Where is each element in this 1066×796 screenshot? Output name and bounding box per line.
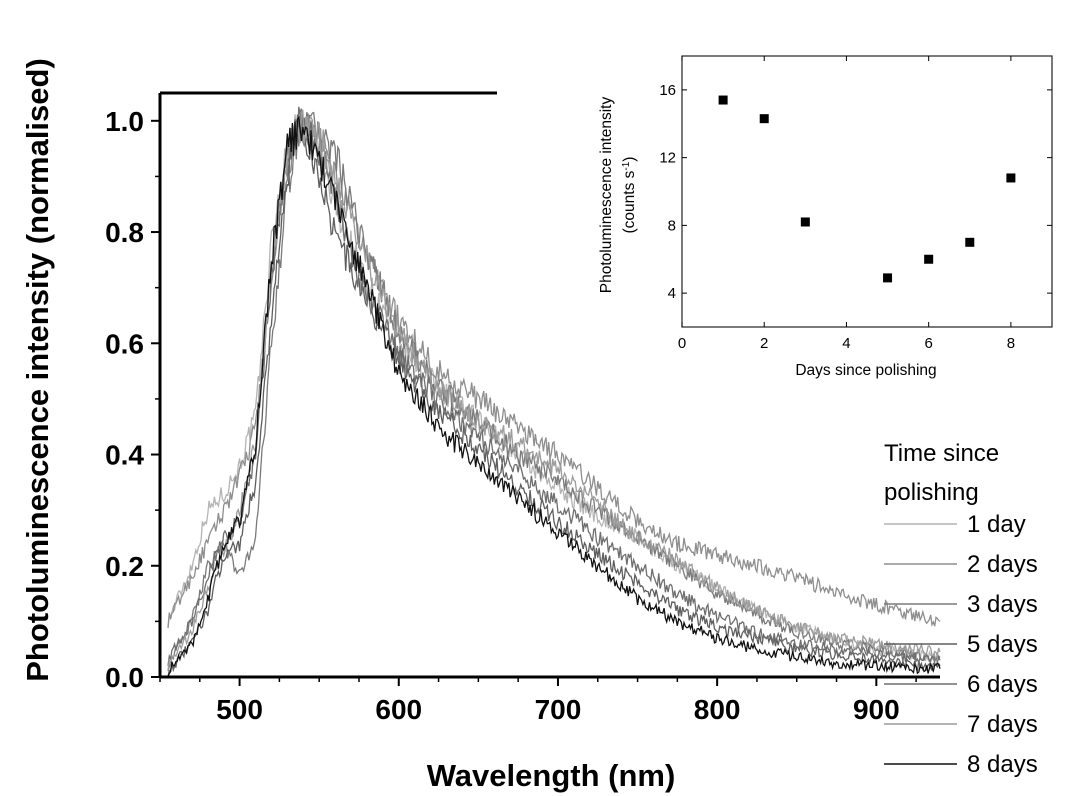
inset-y-axis-title-line-2: (counts s-1) [621,157,639,234]
main-x-tick-label: 900 [853,694,900,725]
main-x-tick-label: 800 [694,694,741,725]
inset-data-point [1006,173,1016,183]
inset-data-point [883,273,893,283]
inset-y-tick-label: 16 [659,82,676,99]
legend-label: 5 days [967,631,1038,658]
main-x-tick-label: 700 [535,694,582,725]
inset-plot-border [681,55,1053,328]
inset-y-tick-label: 8 [668,217,676,234]
inset-chart: 0 2 4 6 8 4 8 12 16 Days since polishing Photolu… [598,55,1053,379]
legend-title-line-2: polishing [884,479,979,506]
main-y-axis-title: Photoluminescence intensity (normalised) [20,58,55,682]
legend-label: 8 days [967,751,1038,778]
main-y-tick-label: 0.2 [105,551,144,582]
main-x-tick-label: 600 [375,694,422,725]
inset-x-tick-label: 2 [760,335,768,352]
inset-axis-ticks: 0 2 4 6 8 4 8 12 16 [659,56,1052,352]
inset-data-point [965,237,975,247]
inset-plot-frame [681,55,1053,328]
series-line-7-days [167,109,941,672]
inset-x-tick-label: 0 [678,335,686,352]
main-y-tick-label: 1.0 [105,106,144,137]
legend-label: 1 day [967,511,1026,538]
legend-items: 1 day 2 days 3 days 5 days 6 days 7 days 8 day… [884,511,1038,778]
legend-label: 7 days [967,711,1038,738]
legend-label: 6 days [967,671,1038,698]
main-y-tick-label: 0.0 [105,662,144,693]
inset-data-point [718,95,728,105]
legend-label: 3 days [967,591,1038,618]
inset-data-point [800,217,810,227]
series-line-6-days [167,106,941,667]
series-line-2-days [167,113,941,628]
inset-x-tick-label: 4 [842,335,850,352]
inset-data-point [759,114,769,124]
main-chart: 500 600 700 800 900 0.0 0.2 0.4 0.6 0.8 1.0 Wavele… [20,58,941,793]
legend-title-line-1: Time since [884,440,999,467]
inset-y-tick-label: 12 [659,150,676,167]
main-plot-frame [158,91,940,679]
main-y-tick-label: 0.8 [105,217,144,248]
inset-y-tick-label: 4 [668,285,676,302]
main-y-tick-label: 0.4 [105,440,144,471]
main-x-axis-title: Wavelength (nm) [427,758,676,793]
main-series-group [167,106,941,677]
series-line-8-days [167,115,941,677]
inset-x-tick-label: 8 [1007,335,1015,352]
series-line-3-days [167,108,941,672]
inset-data-point [924,254,934,264]
inset-y-axis-title-line-1: Photoluminescence intensity [598,97,615,294]
inset-x-tick-label: 6 [924,335,932,352]
inset-x-axis-title: Days since polishing [795,362,936,379]
legend: Time since polishing 1 day 2 days 3 days 5 … [884,440,1038,778]
inset-points [718,95,1016,283]
main-x-tick-label: 500 [216,694,263,725]
main-y-tick-label: 0.6 [105,328,144,359]
main-axis-ticks: 500 600 700 800 900 0.0 0.2 0.4 0.6 0.8 1.0 [105,106,917,725]
legend-label: 2 days [967,551,1038,578]
